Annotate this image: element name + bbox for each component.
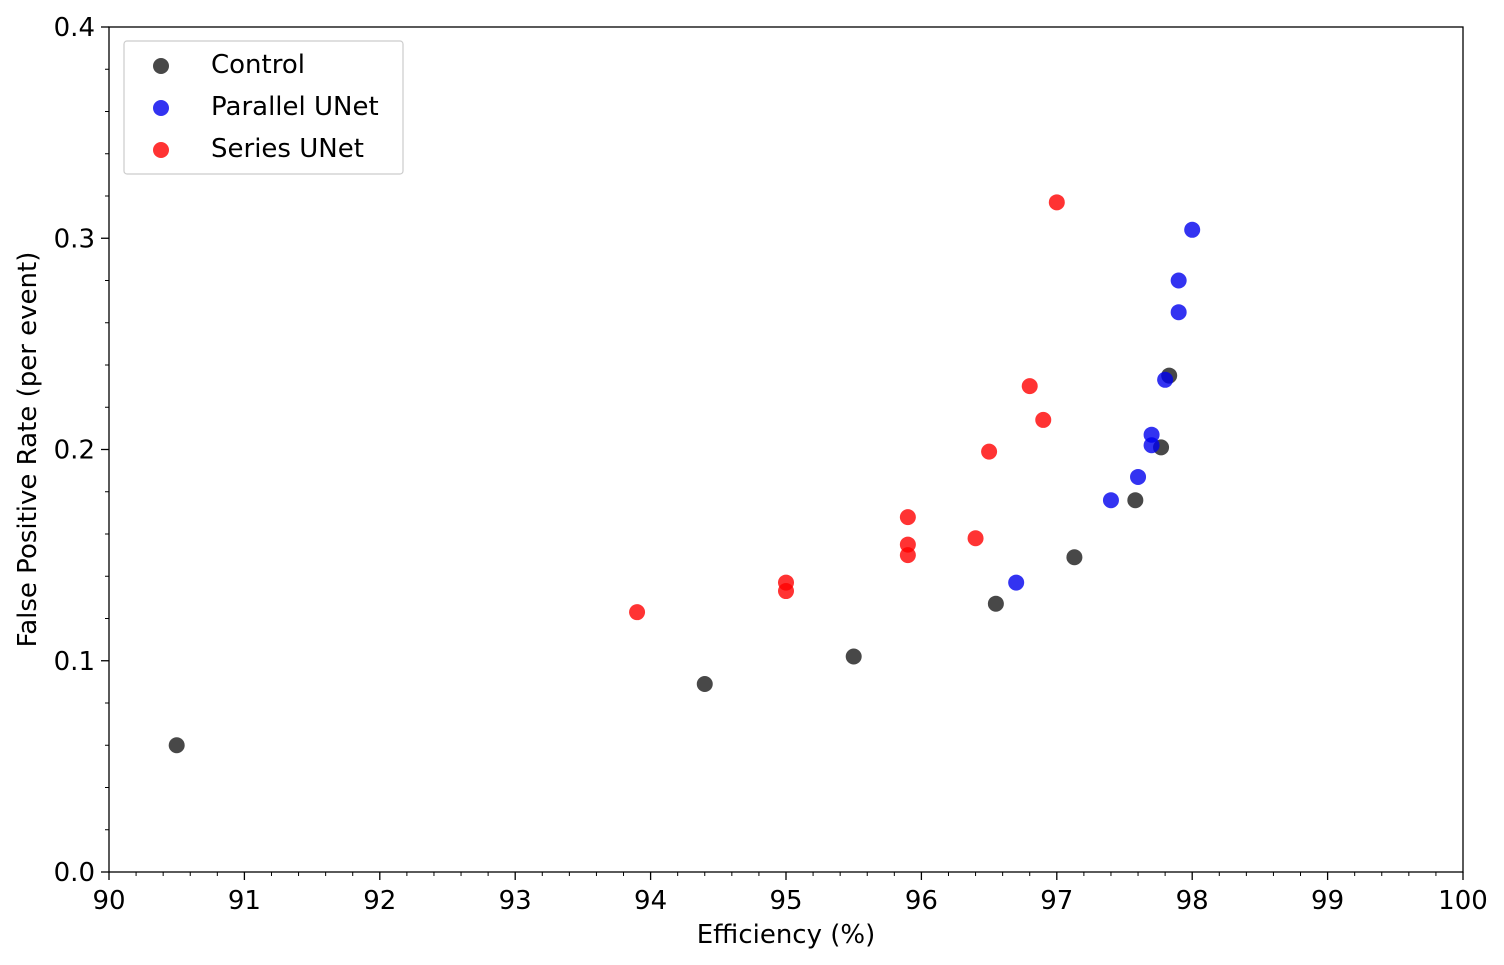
series-unet-point (629, 604, 646, 621)
y-tick-label: 0.1 (54, 647, 95, 677)
x-tick-label: 97 (1040, 886, 1073, 916)
x-tick-label: 95 (769, 886, 802, 916)
series-unet-point (1048, 194, 1065, 211)
legend-marker-control (153, 58, 169, 74)
parallel-unet-point (1157, 371, 1174, 388)
control-point (168, 737, 185, 754)
x-tick-label: 94 (634, 886, 667, 916)
series-unet-point (899, 536, 916, 553)
x-tick-label: 100 (1438, 886, 1488, 916)
y-axis-label: False Positive Rate (per event) (13, 252, 43, 648)
x-tick-label: 98 (1176, 886, 1209, 916)
series-unet-point (1021, 378, 1038, 395)
control-point (696, 675, 713, 692)
parallel-unet-point (1102, 492, 1119, 509)
legend-label-control: Control (211, 50, 305, 80)
control-point (1066, 549, 1083, 566)
x-tick-label: 93 (499, 886, 532, 916)
legend-marker-series-unet (153, 142, 169, 158)
x-tick-label: 91 (228, 886, 261, 916)
legend-label-parallel-unet: Parallel UNet (211, 92, 379, 122)
series-unet-point (981, 443, 998, 460)
parallel-unet-point (1143, 426, 1160, 443)
y-tick-label: 0.3 (54, 224, 95, 254)
x-tick-label: 99 (1311, 886, 1344, 916)
x-tick-label: 96 (905, 886, 938, 916)
y-tick-label: 0.4 (54, 13, 95, 43)
x-tick-label: 92 (363, 886, 396, 916)
parallel-unet-point (1130, 468, 1147, 485)
control-point (1127, 492, 1144, 509)
x-axis-label: Efficiency (%) (697, 920, 876, 950)
parallel-unet-point (1008, 574, 1025, 591)
series-unet-point (1035, 411, 1052, 428)
parallel-unet-point (1170, 304, 1187, 321)
series-unet-point (967, 530, 984, 547)
series-unet-point (778, 574, 794, 591)
control-point (845, 648, 862, 665)
data-points (168, 194, 1201, 754)
control-point (987, 595, 1004, 612)
parallel-unet-point (1184, 221, 1201, 238)
axis-ticks: 90 91 92 93 94 95 96 97 98 99 100 0.0 0.1 0.2 0.3 0.4 (54, 13, 1488, 916)
plot-frame (108, 26, 1464, 873)
series-unet-point (899, 509, 916, 526)
legend-label-series-unet: Series UNet (211, 134, 364, 164)
y-tick-label: 0.0 (54, 858, 95, 888)
x-tick-label: 90 (92, 886, 125, 916)
legend: Control Parallel UNet Series UNet (123, 40, 404, 175)
legend-marker-parallel-unet (153, 100, 169, 116)
parallel-unet-point (1170, 272, 1187, 289)
legend-box (123, 40, 404, 175)
y-tick-label: 0.2 (54, 436, 95, 466)
